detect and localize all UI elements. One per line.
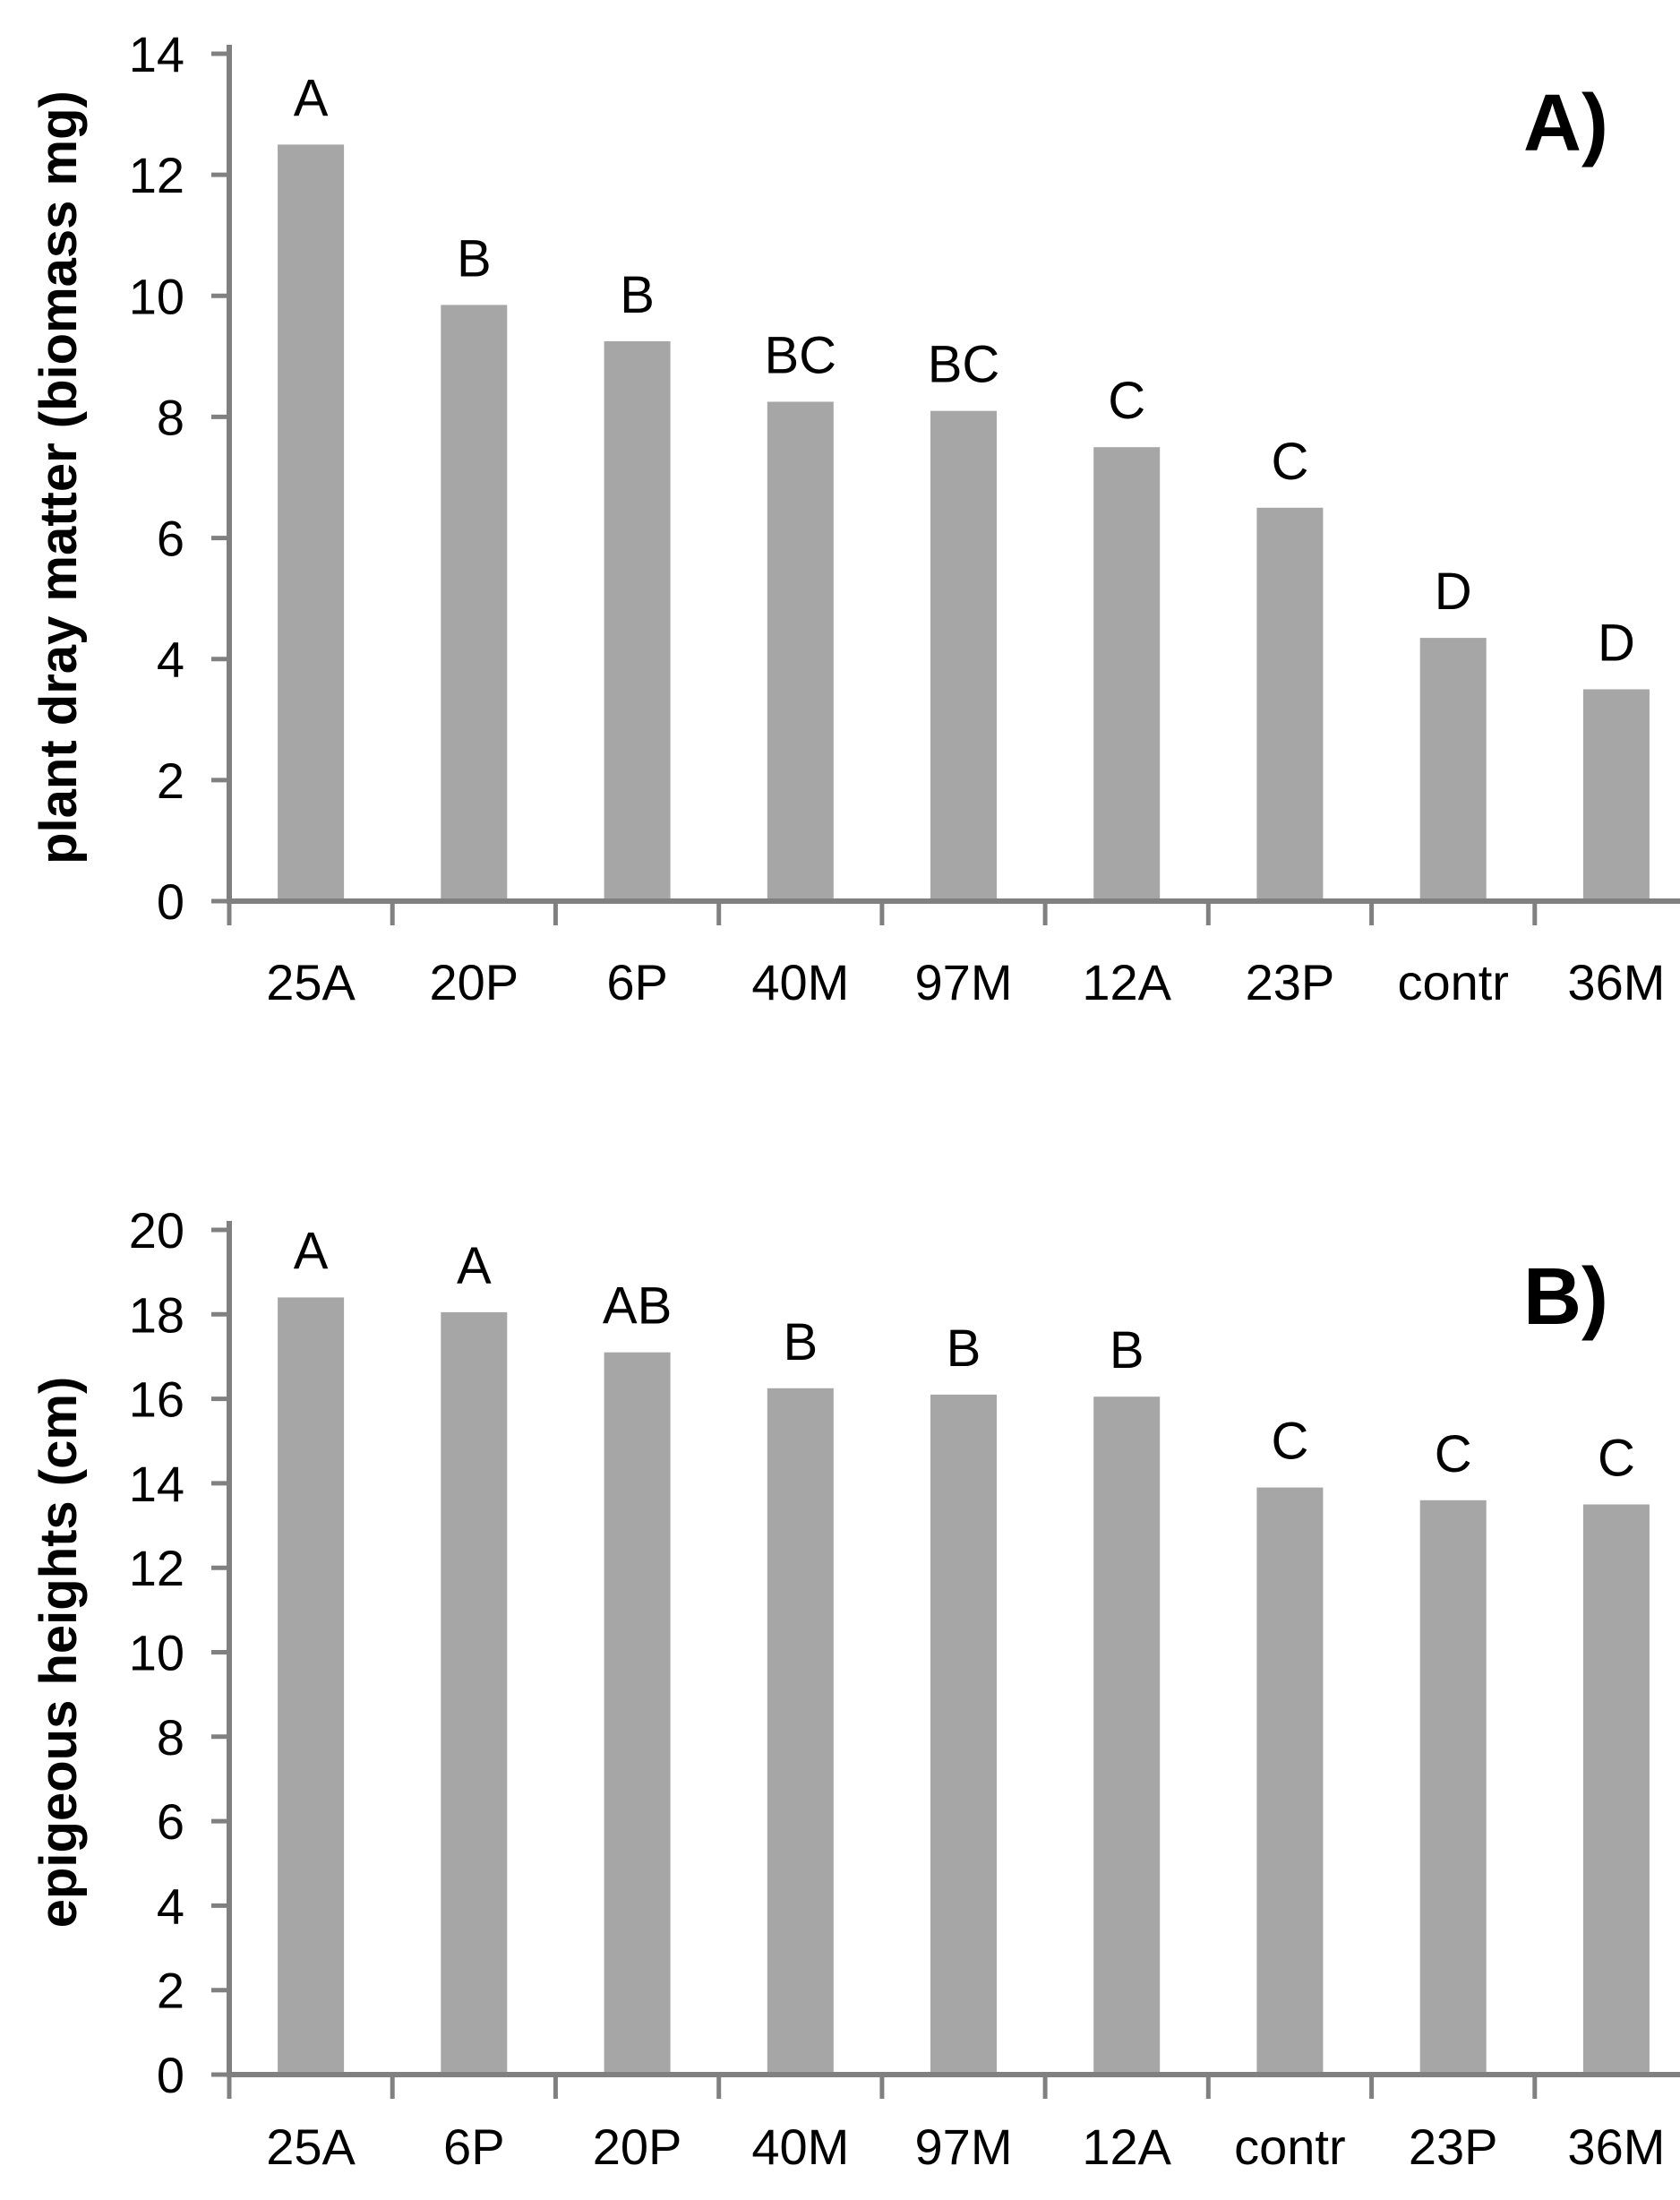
x-category-label-40M: 40M [751, 2118, 849, 2175]
x-category-label-6P: 6P [606, 954, 668, 1010]
x-category-label-97M: 97M [915, 954, 1013, 1010]
bar-40M [767, 401, 834, 901]
significance-letter-97M: B [947, 1319, 981, 1378]
panel-label-a: A) [1523, 79, 1608, 168]
bar-97M [930, 410, 997, 901]
bar-contr [1419, 638, 1487, 901]
significance-letter-contr: C [1271, 1413, 1308, 1471]
x-category-label-12A: 12A [1082, 954, 1171, 1010]
bar-97M [930, 1394, 997, 2075]
significance-letter-20P: AB [603, 1277, 672, 1336]
y-tick-label-12: 12 [129, 147, 184, 203]
significance-letter-25A: A [294, 69, 329, 127]
y-axis-title: plant dray matter (biomass mg) [36, 90, 88, 864]
x-category-label-12A: 12A [1082, 2118, 1171, 2175]
chart-panel-a: 0 2 4 6 8 10 12 14 A B B BC BC C C D D 25A 20P 6P 40M 97M 12A 2… [36, 14, 1680, 1107]
y-tick-label-14: 14 [129, 1456, 184, 1512]
y-tick-label-2: 2 [157, 752, 184, 809]
x-category-label-25A: 25A [266, 2118, 356, 2175]
bar-chart-a: 0 2 4 6 8 10 12 14 A B B BC BC C C D D 25A 20P 6P 40M 97M 12A 2… [36, 26, 1680, 1010]
y-tick-label-16: 16 [129, 1371, 184, 1428]
significance-letter-36M: C [1598, 1430, 1635, 1488]
x-category-label-23P: 23P [1409, 2118, 1498, 2175]
x-category-label-40M: 40M [751, 954, 849, 1010]
y-tick-label-4: 4 [157, 1878, 184, 1934]
y-tick-label-8: 8 [157, 389, 184, 445]
y-tick-label-6: 6 [157, 511, 184, 567]
significance-letter-97M: BC [928, 336, 1000, 394]
x-category-label-23P: 23P [1246, 954, 1335, 1010]
significance-letter-40M: BC [765, 327, 837, 385]
x-category-label-36M: 36M [1567, 954, 1665, 1010]
y-tick-label-2: 2 [157, 1963, 184, 2019]
y-tick-label-0: 0 [157, 873, 184, 930]
y-tick-label-10: 10 [129, 268, 184, 324]
y-tick-label-6: 6 [157, 1793, 184, 1850]
significance-letter-6P: A [457, 1237, 492, 1295]
x-category-label-6P: 6P [443, 2118, 505, 2175]
y-tick-label-20: 20 [129, 1202, 184, 1259]
bar-chart-b: 0 2 4 6 8 10 12 14 16 18 20 A A AB B B B C C C 25A 6P 20P 40M 97… [36, 1202, 1680, 2175]
bar-36M [1582, 1504, 1650, 2075]
x-category-label-contr: contr [1234, 2118, 1346, 2175]
y-axis-title: epigeous heights (cm) [36, 1377, 88, 1929]
significance-letter-contr: D [1435, 563, 1472, 621]
y-tick-label-10: 10 [129, 1625, 184, 1681]
bar-36M [1582, 689, 1650, 901]
chart-panel-b: 0 2 4 6 8 10 12 14 16 18 20 A A AB B B B C C C 25A 6P 20P 40M 97… [36, 1107, 1680, 2200]
x-category-label-25A: 25A [266, 954, 356, 1010]
bar-12A [1093, 1396, 1161, 2075]
significance-letter-12A: B [1110, 1321, 1144, 1379]
significance-letter-6P: B [620, 266, 655, 324]
significance-letter-20P: B [457, 229, 492, 288]
bar-6P [604, 341, 671, 901]
significance-letter-23P: C [1435, 1425, 1472, 1483]
bar-23P [1419, 1500, 1487, 2075]
bar-25A [278, 144, 345, 901]
bar-12A [1093, 447, 1161, 901]
y-tick-label-8: 8 [157, 1709, 184, 1766]
x-category-label-20P: 20P [593, 2118, 682, 2175]
y-tick-label-18: 18 [129, 1286, 184, 1343]
bar-40M [767, 1388, 834, 2075]
significance-letter-40M: B [783, 1313, 818, 1371]
significance-letter-36M: D [1598, 614, 1635, 673]
bar-20P [441, 305, 508, 901]
significance-letter-12A: C [1108, 372, 1145, 430]
y-tick-label-0: 0 [157, 2047, 184, 2103]
x-category-label-20P: 20P [429, 954, 519, 1010]
y-tick-label-4: 4 [157, 632, 184, 688]
bar-23P [1256, 507, 1324, 901]
bar-contr [1256, 1487, 1324, 2075]
x-category-label-36M: 36M [1567, 2118, 1665, 2175]
bar-6P [441, 1311, 508, 2075]
x-category-label-97M: 97M [915, 2118, 1013, 2175]
bar-20P [604, 1352, 671, 2075]
significance-letter-25A: A [294, 1222, 329, 1280]
significance-letter-23P: C [1271, 433, 1308, 491]
y-tick-label-12: 12 [129, 1540, 184, 1596]
panel-label-b: B) [1523, 1252, 1608, 1342]
bar-25A [278, 1297, 345, 2075]
x-category-label-contr: contr [1397, 954, 1509, 1010]
y-tick-label-14: 14 [129, 26, 184, 82]
